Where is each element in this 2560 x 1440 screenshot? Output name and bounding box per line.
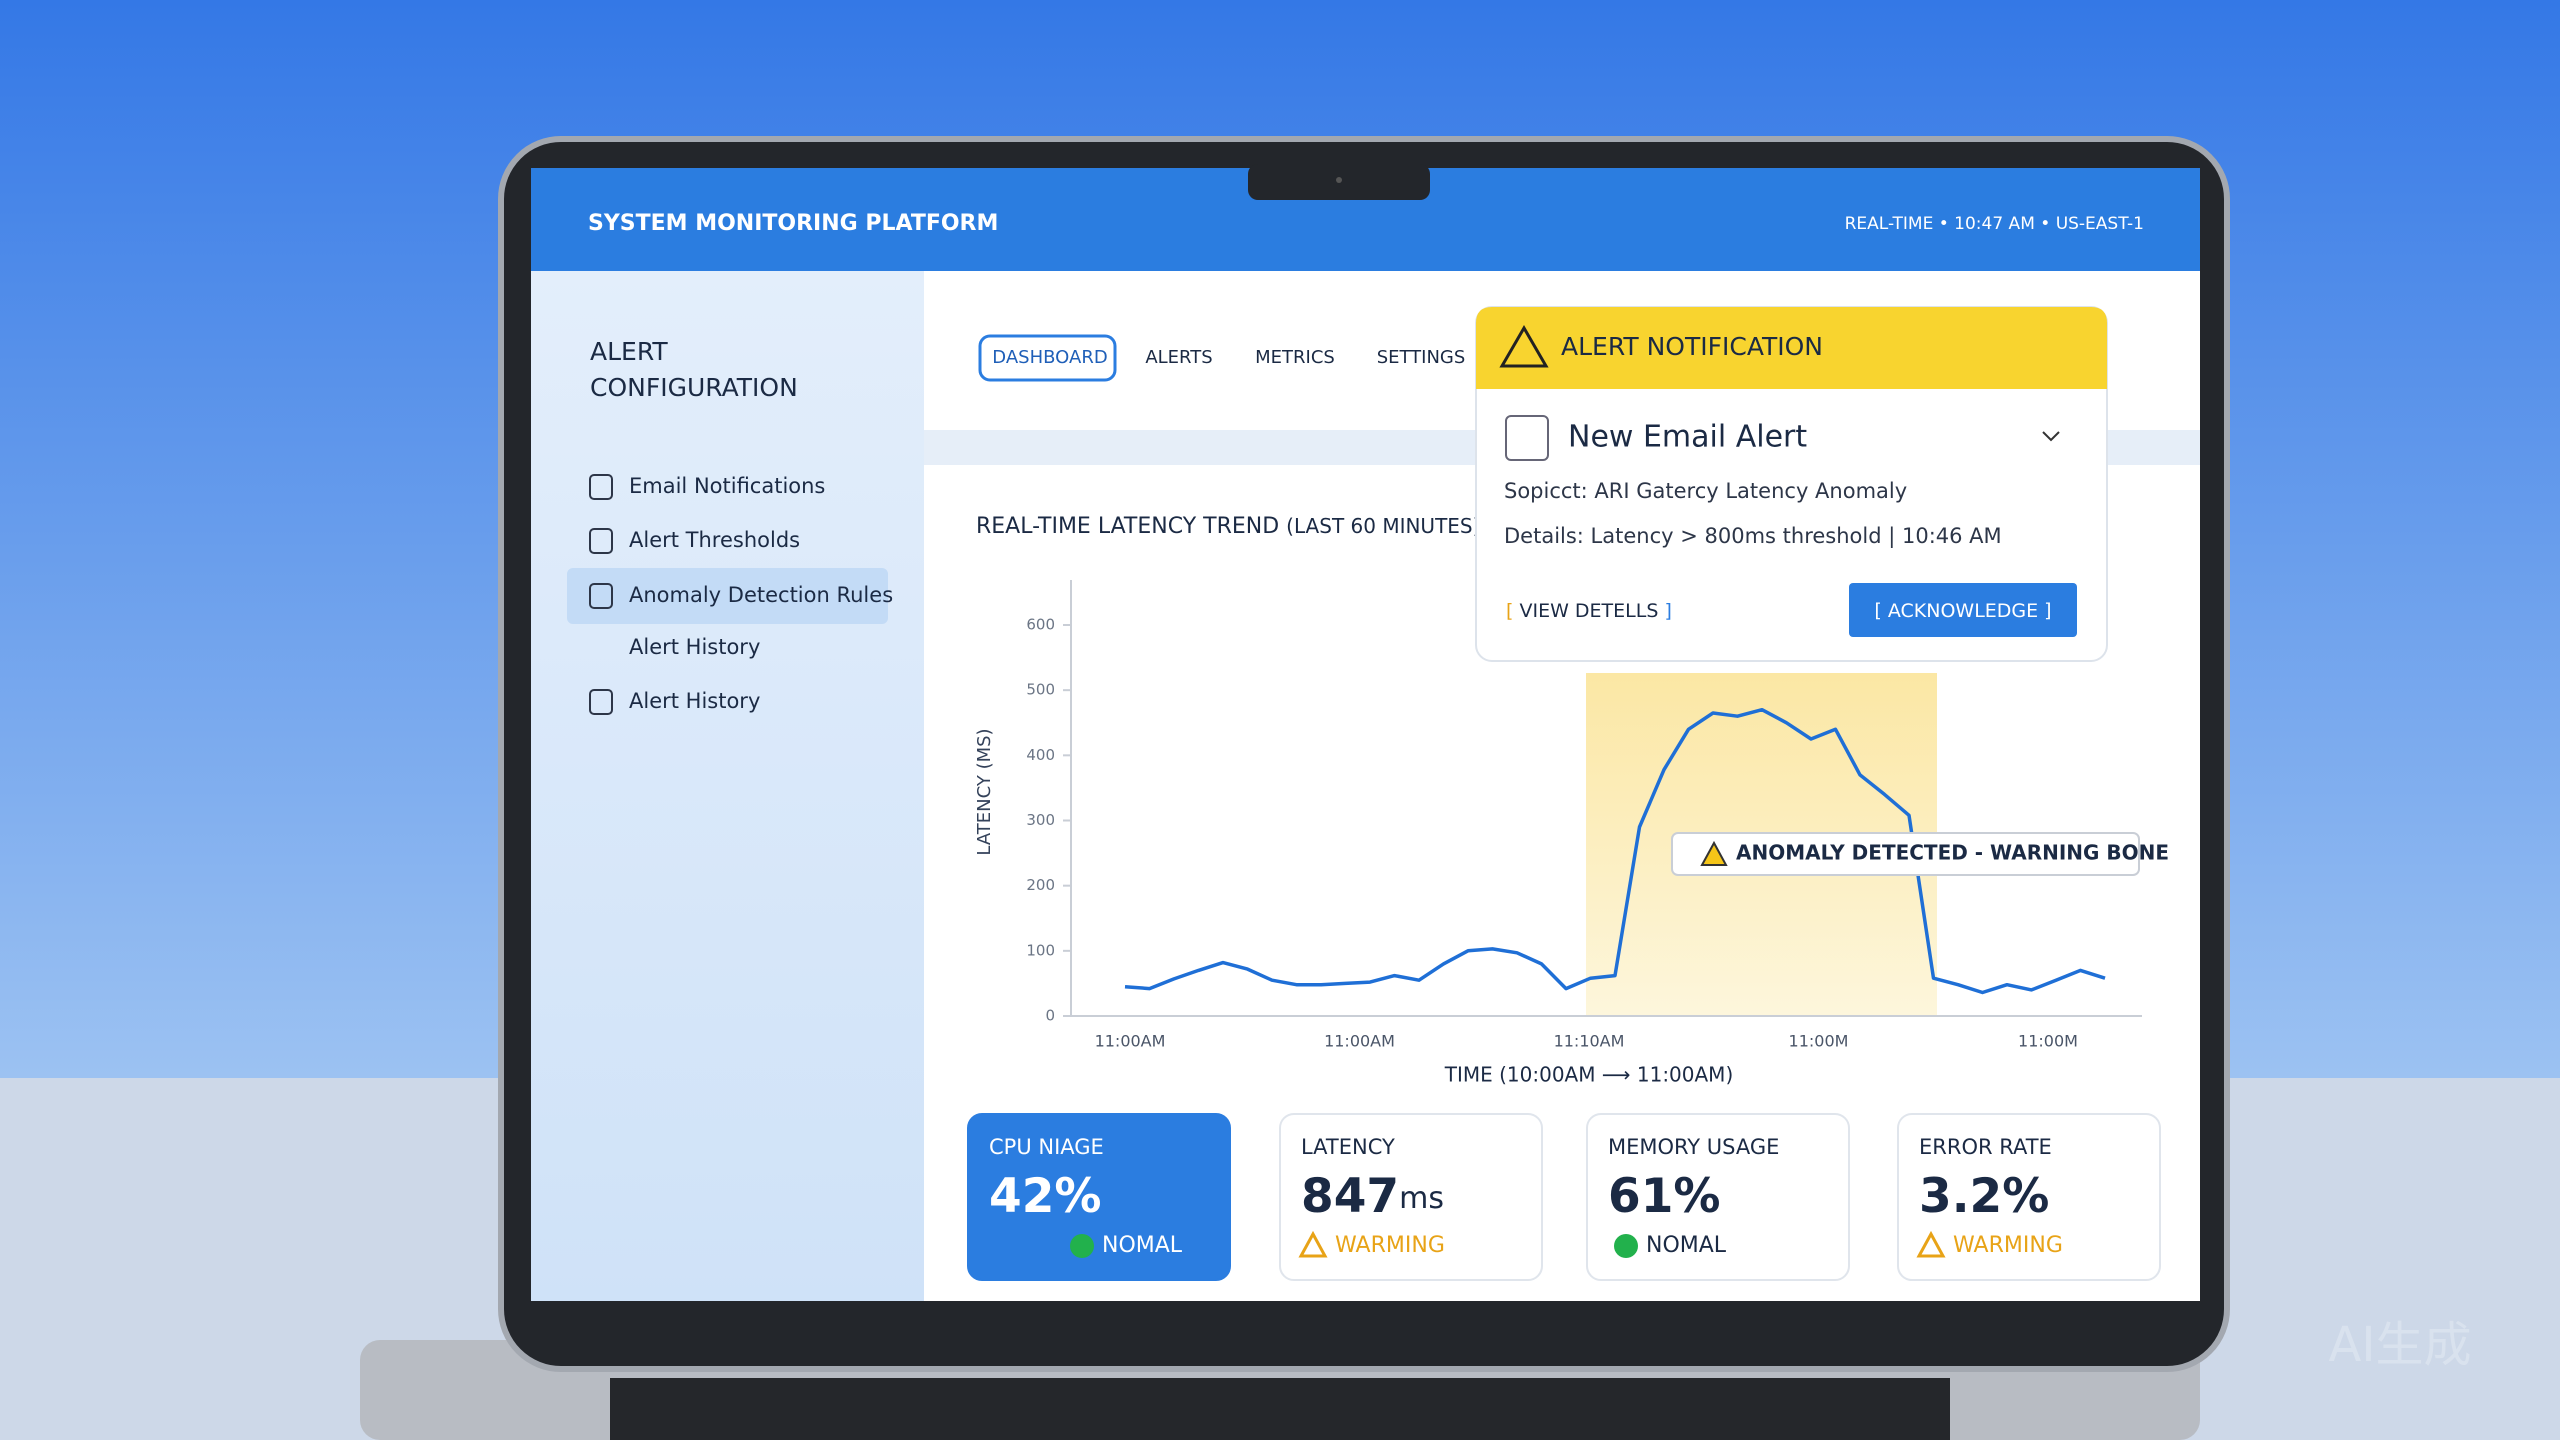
sidebar-icon [589, 583, 613, 609]
sidebar [531, 271, 924, 1301]
card-status: NOMAL [1646, 1233, 1727, 1258]
watermark: AI生成 [2329, 1317, 2472, 1373]
sidebar-title: ALERT [590, 337, 668, 366]
card-status: WARMING [1335, 1233, 1445, 1258]
x-tick-label: 11:00AM [1095, 1032, 1166, 1051]
sidebar-item[interactable]: Alert History [629, 689, 760, 713]
sidebar-item[interactable]: Anomaly Detection Rules [629, 583, 893, 607]
card-title: ERROR RATE [1919, 1135, 2052, 1159]
warning-icon [1916, 1230, 1946, 1258]
x-tick-label: 11:00M [2018, 1032, 2078, 1051]
chart-title-main: REAL-TIME LATENCY TREND [976, 514, 1279, 539]
alert-subject: Sopicct: ARI Gatercy Latency Anomaly [1504, 479, 1907, 503]
card-title: MEMORY USAGE [1608, 1135, 1779, 1159]
ok-icon [1070, 1234, 1094, 1258]
header-status: REAL-TIME • 10:47 AM • US-EAST-1 [1845, 214, 2144, 234]
metric-card [967, 1113, 1231, 1281]
alert-title: New Email Alert [1568, 420, 1807, 455]
bracket: [ [1506, 600, 1513, 622]
view-details-button[interactable]: [ VIEW DETELLS ] [1506, 600, 1672, 622]
expand-icon[interactable] [2042, 431, 2060, 442]
active-tab [978, 334, 1117, 382]
sidebar-title: CONFIGURATION [590, 373, 798, 402]
card-value: 42% [989, 1169, 1102, 1224]
card-value: 847ms [1301, 1169, 1444, 1224]
y-tick-label: 600 [1026, 616, 1055, 634]
tab[interactable]: ALERTS [1145, 347, 1212, 368]
keyboard [610, 1378, 1950, 1440]
y-tick-label: 200 [1026, 876, 1055, 894]
y-axis-label: LATENCY (MS) [974, 728, 995, 855]
y-tick-label: 300 [1026, 811, 1055, 829]
sidebar-icon [589, 474, 613, 500]
chart-subtitle: (LAST 60 MINUTES) [1286, 514, 1480, 538]
latency-line [1124, 707, 2106, 995]
card-number: 42% [989, 1169, 1102, 1224]
metric-card [1586, 1113, 1850, 1281]
annotation-text: ANOMALY DETECTED - WARNING BONE [1736, 841, 2169, 865]
warning-icon [1700, 840, 1728, 866]
acknowledge-button[interactable] [1849, 583, 2077, 637]
metric-card [1897, 1113, 2161, 1281]
tab[interactable]: DASHBOARD [992, 347, 1107, 368]
sidebar-item[interactable]: Alert Thresholds [629, 528, 800, 552]
alert-header-text: ALERT NOTIFICATION [1561, 332, 1823, 361]
card-number: 61% [1608, 1169, 1721, 1224]
tab[interactable]: SETTINGS [1377, 347, 1466, 368]
acknowledge-label[interactable]: [ ACKNOWLEDGE ] [1874, 600, 2051, 622]
sidebar-highlight [567, 568, 888, 624]
alert-popup: ALERT NOTIFICATION New Email Alert Sopic… [1475, 306, 2108, 662]
y-tick-label: 100 [1026, 941, 1055, 959]
card-value: 3.2% [1919, 1169, 2049, 1224]
camera [1336, 177, 1342, 183]
chart-title: REAL-TIME LATENCY TREND (LAST 60 MINUTES… [976, 514, 1480, 540]
alert-details: Details: Latency > 800ms threshold | 10:… [1504, 524, 2002, 549]
card-unit: ms [1399, 1181, 1444, 1216]
card-status: NOMAL [1102, 1233, 1183, 1258]
card-title: LATENCY [1301, 1135, 1395, 1159]
annotation-box [1671, 832, 2140, 876]
sidebar-icon [589, 689, 613, 715]
x-tick-label: 11:00AM [1324, 1032, 1395, 1051]
y-tick-label: 400 [1026, 746, 1055, 764]
sidebar-item[interactable]: Alert History [629, 635, 760, 659]
card-value: 61% [1608, 1169, 1721, 1224]
card-number: 847 [1301, 1169, 1399, 1224]
x-tick-label: 11:00M [1789, 1032, 1849, 1051]
bracket: ] [1664, 600, 1671, 622]
warning-icon [1298, 1230, 1328, 1258]
ok-icon [1614, 1234, 1638, 1258]
sidebar-icon [589, 528, 613, 554]
y-tick-label: 0 [1045, 1007, 1055, 1025]
x-tick-label: 11:10AM [1554, 1032, 1625, 1051]
email-icon [1505, 415, 1549, 461]
card-status: WARMING [1953, 1233, 2063, 1258]
tab[interactable]: METRICS [1255, 347, 1335, 368]
card-title: CPU NIAGE [989, 1135, 1104, 1159]
metric-card [1279, 1113, 1543, 1281]
alert-header [1476, 307, 2107, 389]
warning-icon [1499, 325, 1549, 368]
y-tick-label: 500 [1026, 681, 1055, 699]
card-number: 3.2% [1919, 1169, 2049, 1224]
x-axis-label: TIME (10:00AM ⟶ 11:00AM) [1444, 1063, 1734, 1087]
app-title: SYSTEM MONITORING PLATFORM [588, 211, 998, 236]
acknowledge-text[interactable]: ACKNOWLEDGE [1888, 600, 2038, 622]
view-details-text[interactable]: VIEW DETELLS [1519, 600, 1658, 622]
sidebar-item[interactable]: Email Notifications [629, 474, 825, 498]
